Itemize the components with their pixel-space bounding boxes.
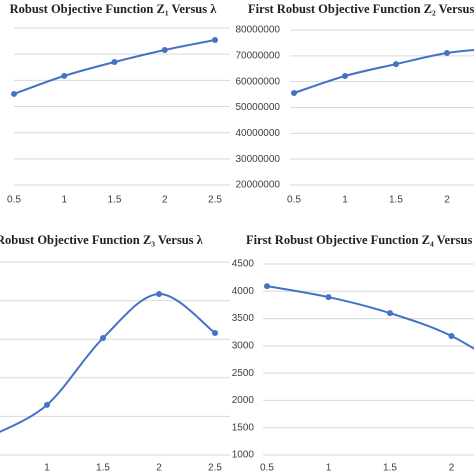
x-tick-label: 1.5 — [108, 195, 122, 206]
y-tick-label: 1500 — [232, 422, 255, 433]
data-point — [212, 330, 218, 337]
x-tick-label: 1.5 — [383, 463, 397, 474]
data-point — [444, 49, 450, 56]
chart-title: Robust Objective Function Z₃ Versus λ — [0, 233, 204, 247]
x-tick-label: 1.5 — [389, 195, 403, 206]
x-tick-label: 2 — [449, 463, 455, 474]
x-tick-label: 0.5 — [260, 463, 274, 474]
data-point — [264, 283, 270, 290]
x-tick-label: 2.5 — [208, 463, 222, 474]
x-tick-label: 2 — [444, 195, 450, 206]
y-tick-label: 50000000 — [236, 102, 281, 113]
x-tick-label: 1 — [326, 463, 332, 474]
x-tick-label: 2 — [156, 463, 162, 474]
data-point — [393, 61, 399, 68]
y-tick-label: 3500 — [232, 313, 255, 324]
data-point — [342, 72, 348, 79]
chart-title: First Robust Objective Function Z₄ Versu… — [246, 233, 472, 247]
chart-title: Robust Objective Function Z₁ Versus λ — [10, 2, 218, 16]
data-point — [161, 46, 168, 53]
data-point — [111, 59, 118, 66]
data-point — [61, 72, 68, 79]
y-tick-label: 2500 — [232, 368, 255, 379]
x-tick-label: 2 — [162, 195, 168, 206]
data-point — [212, 37, 218, 44]
x-tick-label: 2.5 — [208, 195, 222, 206]
x-tick-label: 1 — [44, 463, 50, 474]
data-point — [44, 401, 50, 408]
y-tick-label: 80000000 — [236, 25, 281, 36]
series-line — [266, 285, 474, 350]
y-tick-label: 70000000 — [236, 50, 281, 61]
y-tick-label: 20000000 — [236, 180, 281, 191]
data-point — [387, 310, 393, 317]
y-tick-label: 40000000 — [236, 128, 281, 139]
y-tick-label: 2000 — [232, 395, 255, 406]
x-tick-label: 0.5 — [7, 195, 21, 206]
y-tick-label: 60000000 — [236, 76, 281, 87]
data-point — [325, 294, 332, 301]
data-point — [156, 291, 162, 298]
series-line — [13, 39, 216, 95]
data-point — [291, 90, 297, 97]
x-tick-label: 1 — [342, 195, 348, 206]
data-point — [448, 333, 455, 340]
x-tick-label: 1 — [61, 195, 67, 206]
x-tick-label: 1.5 — [96, 463, 110, 474]
x-tick-label: 0.5 — [287, 195, 301, 206]
data-point — [100, 335, 106, 342]
y-tick-label: 4000 — [232, 286, 255, 297]
y-tick-label: 3000 — [232, 340, 255, 351]
series-line — [0, 293, 216, 433]
y-tick-label: 4500 — [232, 259, 255, 270]
y-tick-label: 30000000 — [236, 154, 281, 165]
data-point — [11, 90, 17, 97]
chart-title: First Robust Objective Function Z₂ Versu… — [248, 2, 474, 16]
y-tick-label: 1000 — [232, 450, 255, 461]
